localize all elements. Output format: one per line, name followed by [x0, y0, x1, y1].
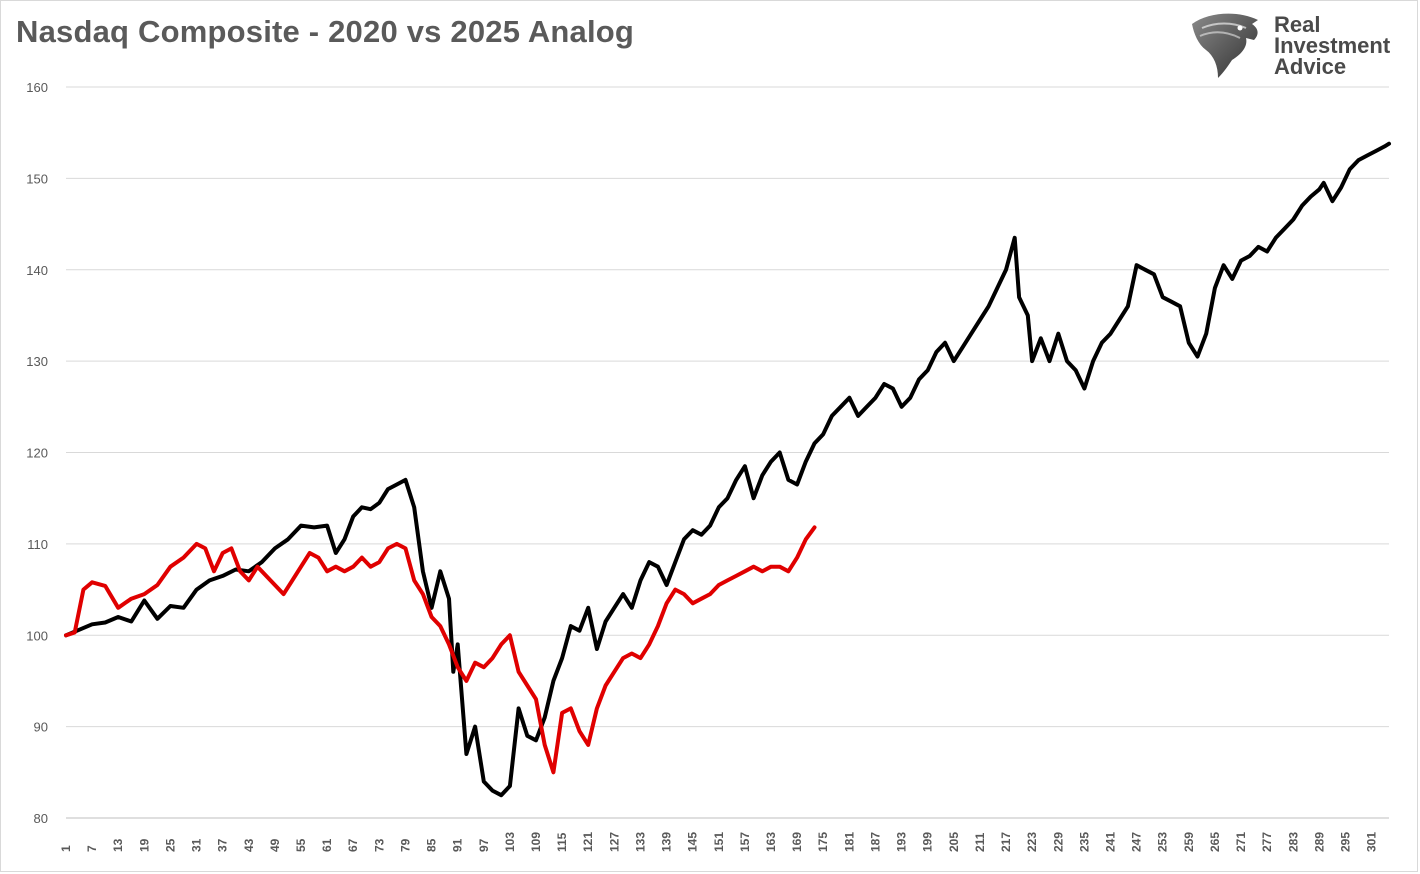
- x-tick-label: 127: [607, 832, 621, 852]
- x-tick-label: 289: [1312, 832, 1326, 852]
- x-tick-label: 241: [1103, 832, 1117, 852]
- x-tick-label: 73: [372, 838, 386, 852]
- x-tick-label: 139: [660, 832, 674, 852]
- x-tick-label: 151: [712, 832, 726, 852]
- y-tick-label: 100: [26, 628, 48, 643]
- gridlines: [66, 86, 1389, 728]
- x-tick-label: 163: [764, 832, 778, 852]
- x-tick-label: 1: [59, 845, 73, 852]
- x-tick-label: 301: [1365, 832, 1379, 852]
- y-axis: 80 90 100 110 120 130 140 150 160: [26, 80, 48, 826]
- y-tick-label: 120: [26, 446, 48, 461]
- y-tick-label: 140: [26, 263, 48, 278]
- y-tick-label: 150: [26, 171, 48, 186]
- x-tick-label: 187: [868, 832, 882, 852]
- x-tick-label: 259: [1182, 832, 1196, 852]
- x-tick-label: 229: [1051, 832, 1065, 852]
- x-tick-label: 79: [398, 838, 412, 852]
- x-tick-label: 55: [294, 838, 308, 852]
- series-line-2: [64, 525, 817, 775]
- x-tick-label: 43: [242, 838, 256, 852]
- x-tick-label: 175: [816, 832, 830, 852]
- series-line-1: [64, 141, 1391, 798]
- y-tick-label: 90: [34, 720, 48, 735]
- x-tick-label: 271: [1234, 832, 1248, 852]
- x-tick-label: 109: [529, 832, 543, 852]
- brand-logo: Real Investment Advice: [1188, 10, 1408, 85]
- logo-line-1: Real: [1274, 12, 1321, 37]
- x-tick-label: 157: [738, 832, 752, 852]
- y-tick-label: 130: [26, 354, 48, 369]
- x-tick-label: 115: [555, 832, 569, 852]
- x-tick-label: 133: [633, 832, 647, 852]
- x-tick-label: 217: [999, 832, 1013, 852]
- x-tick-label: 145: [686, 832, 700, 852]
- x-tick-label: 25: [163, 838, 177, 852]
- x-tick-label: 169: [790, 832, 804, 852]
- logo-text: Real Investment Advice: [1274, 12, 1391, 79]
- x-tick-label: 7: [85, 845, 99, 852]
- x-tick-label: 253: [1156, 832, 1170, 852]
- x-tick-label: 211: [973, 832, 987, 852]
- series-lines: [64, 141, 1391, 798]
- x-tick-label: 205: [947, 832, 961, 852]
- x-tick-label: 85: [425, 838, 439, 852]
- logo-line-3: Advice: [1274, 54, 1347, 79]
- y-tick-label: 110: [27, 537, 48, 552]
- x-tick-label: 37: [216, 838, 230, 852]
- x-tick-label: 103: [503, 832, 517, 852]
- x-tick-label: 13: [111, 838, 125, 852]
- x-tick-label: 49: [268, 838, 282, 852]
- x-tick-label: 277: [1260, 832, 1274, 852]
- y-tick-label: 80: [34, 811, 48, 826]
- x-tick-label: 181: [842, 832, 856, 852]
- x-tick-label: 67: [346, 838, 360, 852]
- x-tick-label: 247: [1130, 832, 1144, 852]
- x-tick-label: 235: [1077, 832, 1091, 852]
- eagle-head-icon: [1192, 13, 1258, 78]
- x-tick-label: 31: [190, 838, 204, 852]
- x-tick-label: 19: [137, 838, 151, 852]
- chart-title: Nasdaq Composite - 2020 vs 2025 Analog: [16, 14, 635, 49]
- x-tick-label: 223: [1025, 832, 1039, 852]
- logo-line-2: Investment: [1274, 33, 1391, 58]
- x-tick-label: 295: [1338, 832, 1352, 852]
- x-tick-label: 265: [1208, 832, 1222, 852]
- y-tick-label: 160: [26, 80, 48, 95]
- x-tick-label: 91: [451, 838, 465, 852]
- x-tick-label: 121: [581, 832, 595, 852]
- x-tick-label: 193: [895, 832, 909, 852]
- x-tick-label: 61: [320, 838, 334, 852]
- x-tick-label: 199: [921, 832, 935, 852]
- x-axis: 1 7 13 19 25 31 37 43 49 55 61 67 73 79 85 91 97 103 109 11…: [59, 817, 1389, 852]
- x-tick-label: 97: [477, 838, 491, 852]
- x-tick-label: 283: [1286, 832, 1300, 852]
